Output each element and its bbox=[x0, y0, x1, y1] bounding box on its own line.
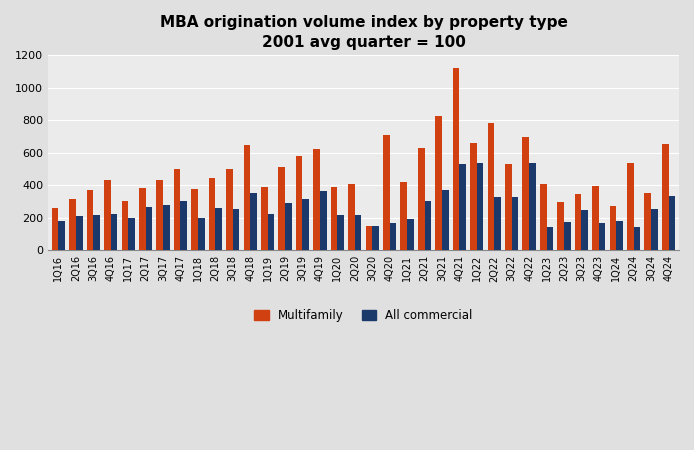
Bar bbox=[146, 207, 152, 250]
Bar bbox=[407, 219, 414, 250]
Bar bbox=[156, 180, 163, 250]
Bar bbox=[634, 227, 641, 250]
Bar bbox=[331, 187, 337, 250]
Bar bbox=[174, 169, 180, 250]
Bar bbox=[348, 184, 355, 250]
Bar bbox=[564, 222, 570, 250]
Bar bbox=[163, 205, 169, 250]
Bar bbox=[651, 209, 658, 250]
Bar bbox=[529, 163, 536, 250]
Bar bbox=[296, 156, 303, 250]
Bar bbox=[488, 123, 494, 250]
Bar bbox=[180, 201, 187, 250]
Bar bbox=[609, 206, 616, 250]
Bar bbox=[232, 209, 239, 250]
Bar bbox=[511, 198, 518, 250]
Bar bbox=[93, 216, 100, 250]
Bar bbox=[87, 190, 93, 250]
Bar bbox=[575, 194, 582, 250]
Bar bbox=[337, 216, 344, 250]
Title: MBA origination volume index by property type
2001 avg quarter = 100: MBA origination volume index by property… bbox=[160, 15, 568, 50]
Bar bbox=[668, 196, 675, 250]
Bar bbox=[251, 194, 257, 250]
Bar bbox=[477, 163, 484, 250]
Bar bbox=[278, 167, 285, 250]
Bar bbox=[76, 216, 83, 250]
Bar bbox=[209, 178, 215, 250]
Bar bbox=[592, 186, 599, 250]
Bar bbox=[198, 218, 205, 250]
Bar bbox=[389, 223, 396, 250]
Bar bbox=[662, 144, 668, 250]
Bar bbox=[303, 199, 309, 250]
Bar bbox=[425, 201, 431, 250]
Bar bbox=[599, 223, 605, 250]
Bar bbox=[494, 197, 501, 250]
Bar bbox=[261, 187, 268, 250]
Bar bbox=[215, 208, 222, 250]
Bar bbox=[320, 191, 327, 250]
Bar bbox=[627, 162, 634, 250]
Bar bbox=[470, 143, 477, 250]
Bar bbox=[285, 203, 291, 250]
Bar bbox=[226, 169, 232, 250]
Bar bbox=[442, 190, 448, 250]
Bar bbox=[121, 201, 128, 250]
Bar bbox=[366, 226, 372, 250]
Bar bbox=[383, 135, 389, 250]
Bar bbox=[400, 182, 407, 250]
Bar bbox=[104, 180, 111, 250]
Bar bbox=[313, 149, 320, 250]
Bar bbox=[52, 208, 58, 250]
Bar bbox=[128, 218, 135, 250]
Legend: Multifamily, All commercial: Multifamily, All commercial bbox=[250, 304, 477, 326]
Bar bbox=[557, 202, 564, 250]
Bar bbox=[418, 148, 425, 250]
Bar bbox=[355, 216, 362, 250]
Bar bbox=[192, 189, 198, 250]
Bar bbox=[139, 188, 146, 250]
Bar bbox=[523, 137, 529, 250]
Bar bbox=[616, 221, 623, 250]
Bar bbox=[69, 199, 76, 250]
Bar bbox=[505, 164, 511, 250]
Bar bbox=[268, 214, 274, 250]
Bar bbox=[244, 144, 251, 250]
Bar bbox=[546, 227, 553, 250]
Bar bbox=[58, 221, 65, 250]
Bar bbox=[111, 214, 117, 250]
Bar bbox=[452, 68, 459, 250]
Bar bbox=[372, 226, 379, 250]
Bar bbox=[582, 210, 588, 250]
Bar bbox=[540, 184, 546, 250]
Bar bbox=[645, 193, 651, 250]
Bar bbox=[435, 116, 442, 250]
Bar bbox=[459, 164, 466, 250]
